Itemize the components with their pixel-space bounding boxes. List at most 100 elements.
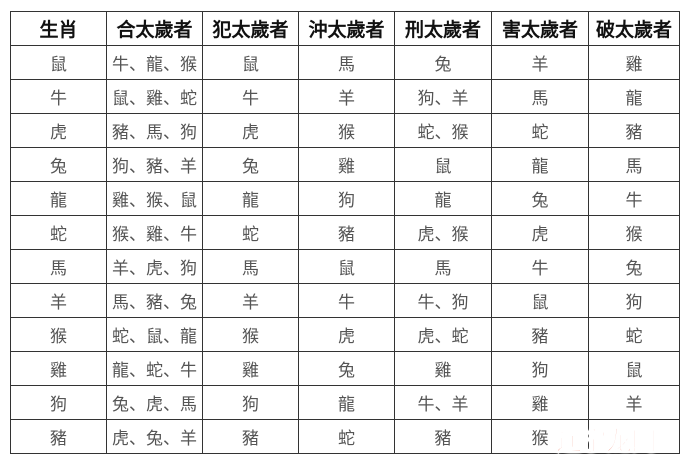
table-row: 虎豬、馬、狗虎猴蛇、猴蛇豬: [10, 113, 680, 148]
table-cell: 豬: [588, 113, 680, 148]
table-cell: 龍: [491, 147, 589, 182]
table-cell: [588, 419, 680, 454]
table-cell: 豬: [298, 215, 395, 250]
table-row: 豬虎、兔、羊豬蛇豬猴: [10, 419, 680, 454]
table-row: 兔狗、豬、羊兔雞鼠龍馬: [10, 147, 680, 182]
column-header: 犯太歲者: [202, 11, 299, 46]
table-cell: 狗: [298, 181, 395, 216]
zodiac-cell: 龍: [10, 181, 107, 216]
table-cell: 虎、蛇: [394, 317, 492, 352]
table-row: 狗兔、虎、馬狗龍牛、羊雞羊: [10, 385, 680, 420]
table-cell: 豬: [491, 317, 589, 352]
column-header: 生肖: [10, 11, 107, 46]
table-cell: 牛: [588, 181, 680, 216]
table-cell: 羊: [202, 283, 299, 318]
table-cell: 狗: [202, 385, 299, 420]
table-cell: 鼠: [202, 45, 299, 80]
zodiac-cell: 豬: [10, 419, 107, 454]
table-cell: 兔: [394, 45, 492, 80]
table-cell: 狗、羊: [394, 79, 492, 114]
zodiac-cell: 虎: [10, 113, 107, 148]
table-cell: 虎、猴: [394, 215, 492, 250]
zodiac-cell: 馬: [10, 249, 107, 284]
table-cell: 龍: [394, 181, 492, 216]
table-cell: 牛、龍、猴: [106, 45, 203, 80]
table-cell: 羊: [588, 385, 680, 420]
table-cell: 蛇、猴: [394, 113, 492, 148]
table-cell: 蛇: [588, 317, 680, 352]
zodiac-cell: 牛: [10, 79, 107, 114]
table-cell: 龍、蛇、牛: [106, 351, 203, 386]
table-cell: 狗、豬、羊: [106, 147, 203, 182]
table-cell: 猴、雞、牛: [106, 215, 203, 250]
table-cell: 雞: [394, 351, 492, 386]
column-header: 刑太歲者: [394, 11, 492, 46]
table-cell: 虎: [298, 317, 395, 352]
table-cell: 蛇: [202, 215, 299, 250]
table-cell: 馬、豬、兔: [106, 283, 203, 318]
table-cell: 蛇、鼠、龍: [106, 317, 203, 352]
column-header: 害太歲者: [491, 11, 589, 46]
table-cell: 狗: [588, 283, 680, 318]
table-row: 猴蛇、鼠、龍猴虎虎、蛇豬蛇: [10, 317, 680, 352]
table-cell: 猴: [298, 113, 395, 148]
table-cell: 兔: [298, 351, 395, 386]
table-cell: 龍: [588, 79, 680, 114]
column-header: 沖太歲者: [298, 11, 395, 46]
table-cell: 馬: [491, 79, 589, 114]
table-cell: 龍: [298, 385, 395, 420]
table-cell: 牛: [491, 249, 589, 284]
zodiac-cell: 羊: [10, 283, 107, 318]
table-cell: 牛: [298, 283, 395, 318]
table-cell: 牛: [202, 79, 299, 114]
table-cell: 虎、兔、羊: [106, 419, 203, 454]
zodiac-cell: 兔: [10, 147, 107, 182]
watermark-logo: 辽宁龙网: [555, 427, 657, 458]
table-row: 鼠牛、龍、猴鼠馬兔羊雞: [10, 45, 680, 80]
table-cell: 兔: [202, 147, 299, 182]
table-cell: 兔: [588, 249, 680, 284]
zodiac-cell: 狗: [10, 385, 107, 420]
table-cell: 馬: [588, 147, 680, 182]
table-cell: 猴: [202, 317, 299, 352]
table-cell: 雞: [202, 351, 299, 386]
zodiac-tai-sui-table: 生肖 合太歲者 犯太歲者 沖太歲者 刑太歲者 害太歲者 破太歲者 鼠牛、龍、猴鼠馬兔羊雞牛鼠…: [10, 11, 680, 454]
table-cell: 牛、羊: [394, 385, 492, 420]
table-cell: 雞: [491, 385, 589, 420]
table-cell: 龍: [202, 181, 299, 216]
table-cell: 羊: [298, 79, 395, 114]
table-cell: 羊: [491, 45, 589, 80]
column-header: 合太歲者: [106, 11, 203, 46]
table-cell: 鼠: [394, 147, 492, 182]
table-cell: 虎: [202, 113, 299, 148]
table-cell: 鼠: [588, 351, 680, 386]
table-row: 牛鼠、雞、蛇牛羊狗、羊馬龍: [10, 79, 680, 114]
table-cell: 羊、虎、狗: [106, 249, 203, 284]
table-cell: 猴: [588, 215, 680, 250]
table-row: 馬羊、虎、狗馬鼠馬牛兔: [10, 249, 680, 284]
table-cell: 雞: [298, 147, 395, 182]
zodiac-cell: 蛇: [10, 215, 107, 250]
zodiac-cell: 鼠: [10, 45, 107, 80]
table-cell: 兔: [491, 181, 589, 216]
table-cell: 馬: [202, 249, 299, 284]
table-row: 羊馬、豬、兔羊牛牛、狗鼠狗: [10, 283, 680, 318]
table-cell: 蛇: [491, 113, 589, 148]
table-cell: 蛇: [298, 419, 395, 454]
table-cell: 豬: [394, 419, 492, 454]
table-cell: 鼠: [298, 249, 395, 284]
table-cell: 雞、猴、鼠: [106, 181, 203, 216]
table-cell: 馬: [394, 249, 492, 284]
table-cell: 虎: [491, 215, 589, 250]
table-row: 雞龍、蛇、牛雞兔雞狗鼠: [10, 351, 680, 386]
table-cell: 豬: [202, 419, 299, 454]
table-cell: 牛、狗: [394, 283, 492, 318]
zodiac-cell: 雞: [10, 351, 107, 386]
zodiac-cell: 猴: [10, 317, 107, 352]
table-cell: 鼠、雞、蛇: [106, 79, 203, 114]
table-cell: 豬、馬、狗: [106, 113, 203, 148]
table-cell: 雞: [588, 45, 680, 80]
header-row: 生肖 合太歲者 犯太歲者 沖太歲者 刑太歲者 害太歲者 破太歲者: [10, 11, 680, 46]
table-row: 龍雞、猴、鼠龍狗龍兔牛: [10, 181, 680, 216]
table-cell: 鼠: [491, 283, 589, 318]
